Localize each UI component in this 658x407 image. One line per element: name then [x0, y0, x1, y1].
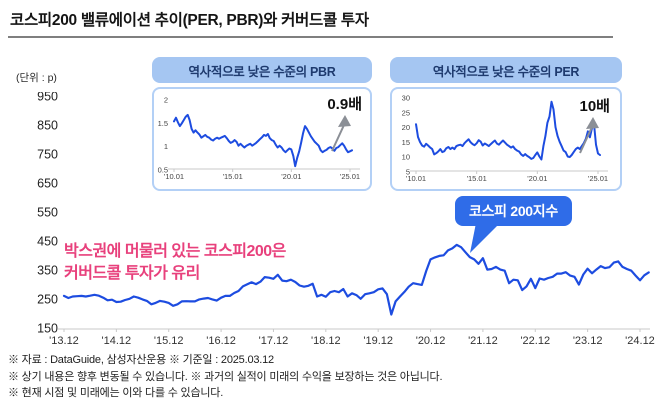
svg-text:'18.12: '18.12	[311, 335, 341, 347]
svg-text:2: 2	[164, 96, 168, 105]
svg-text:750: 750	[37, 148, 58, 162]
svg-text:15: 15	[402, 138, 410, 147]
per-annotation-arrow-icon	[579, 117, 599, 154]
svg-text:250: 250	[37, 293, 58, 307]
svg-text:1: 1	[164, 142, 168, 151]
svg-text:'20.01: '20.01	[281, 172, 301, 181]
pbr-annotation-arrow-icon	[331, 115, 351, 152]
svg-text:350: 350	[37, 264, 58, 278]
covered-call-annotation: 박스권에 머물러 있는 코스피200은 커버드콜 투자가 유리	[64, 241, 286, 285]
svg-text:'15.01: '15.01	[223, 172, 243, 181]
per-chart: '10.01 '15.01 '20.01 '25.01 30 25 20 15 10 5	[402, 94, 608, 184]
svg-text:'20.01: '20.01	[527, 174, 547, 183]
pbr-chart: '10.01 '15.01 '20.01 '25.01 2 1.5 1 0.5	[158, 96, 361, 182]
footnote-source: ※ 자료 : DataGuide, 삼성자산운용 ※ 기준일 : 2025.03…	[8, 354, 274, 366]
y-axis-unit-label: (단위 : p)	[16, 72, 57, 84]
kospi200-callout-bubble: 코스피 200지수	[455, 196, 572, 226]
svg-text:0.5: 0.5	[158, 166, 168, 175]
svg-text:450: 450	[37, 235, 58, 249]
svg-text:'22.12: '22.12	[520, 335, 550, 347]
svg-text:'23.12: '23.12	[573, 335, 603, 347]
svg-text:25: 25	[402, 108, 410, 117]
svg-text:'19.12: '19.12	[363, 335, 393, 347]
svg-text:'10.01: '10.01	[164, 172, 184, 181]
svg-text:'17.12: '17.12	[259, 335, 289, 347]
covered-call-annotation-line2: 커버드콜 투자가 유리	[64, 265, 200, 282]
footnotes: ※ 자료 : DataGuide, 삼성자산운용 ※ 기준일 : 2025.03…	[8, 352, 443, 402]
svg-text:5: 5	[406, 168, 410, 177]
svg-text:'13.12: '13.12	[49, 335, 79, 347]
svg-text:150: 150	[37, 322, 58, 336]
svg-text:550: 550	[37, 206, 58, 220]
svg-text:1.5: 1.5	[158, 119, 168, 128]
svg-text:'16.12: '16.12	[206, 335, 236, 347]
svg-text:'25.01: '25.01	[588, 174, 608, 183]
per-inset-panel: 역사적으로 낮은 수준의 PER '10.01 '15.01 '20.01 '25.0…	[390, 57, 622, 191]
svg-text:850: 850	[37, 119, 58, 133]
title-divider	[8, 36, 613, 38]
svg-text:'15.12: '15.12	[154, 335, 184, 347]
page-title: 코스피200 밸류에이션 추이(PER, PBR)와 커버드콜 투자	[10, 12, 369, 29]
svg-text:650: 650	[37, 177, 58, 191]
callout-tail-icon	[470, 223, 500, 253]
footnote-disclaimer1: ※ 상기 내용은 향후 변동될 수 있습니다. ※ 과거의 실적이 미래의 수익…	[8, 370, 443, 383]
covered-call-annotation-line1: 박스권에 머물러 있는 코스피200은	[64, 243, 286, 260]
svg-text:20: 20	[402, 123, 410, 132]
per-annotation-label: 10배	[579, 98, 611, 115]
pbr-panel-body: '10.01 '15.01 '20.01 '25.01 2 1.5 1 0.5 0.9배	[152, 87, 372, 191]
svg-text:'20.12: '20.12	[416, 335, 446, 347]
kospi200-main-chart: '13.12 '14.12 '15.12 '16.12 '17.12 '18.12 '19.…	[37, 92, 655, 347]
svg-text:'21.12: '21.12	[468, 335, 498, 347]
footnote-disclaimer2: ※ 현재 시점 및 미래에는 이와 다를 수 있습니다.	[8, 387, 224, 399]
svg-text:'24.12: '24.12	[625, 335, 655, 347]
svg-text:950: 950	[37, 92, 58, 104]
pbr-annotation-label: 0.9배	[327, 96, 362, 113]
svg-text:'14.12: '14.12	[102, 335, 132, 347]
svg-text:'25.01: '25.01	[340, 172, 360, 181]
per-panel-body: '10.01 '15.01 '20.01 '25.01 30 25 20 15 10 5 10배	[390, 87, 622, 191]
per-panel-header: 역사적으로 낮은 수준의 PER	[390, 57, 622, 83]
svg-text:'10.01: '10.01	[406, 174, 426, 183]
pbr-inset-panel: 역사적으로 낮은 수준의 PBR '10.01 '15.01 '20.01 '25.0…	[152, 57, 372, 191]
svg-text:30: 30	[402, 94, 410, 103]
svg-text:10: 10	[402, 153, 410, 162]
svg-text:'15.01: '15.01	[467, 174, 487, 183]
pbr-panel-header: 역사적으로 낮은 수준의 PBR	[152, 57, 372, 83]
